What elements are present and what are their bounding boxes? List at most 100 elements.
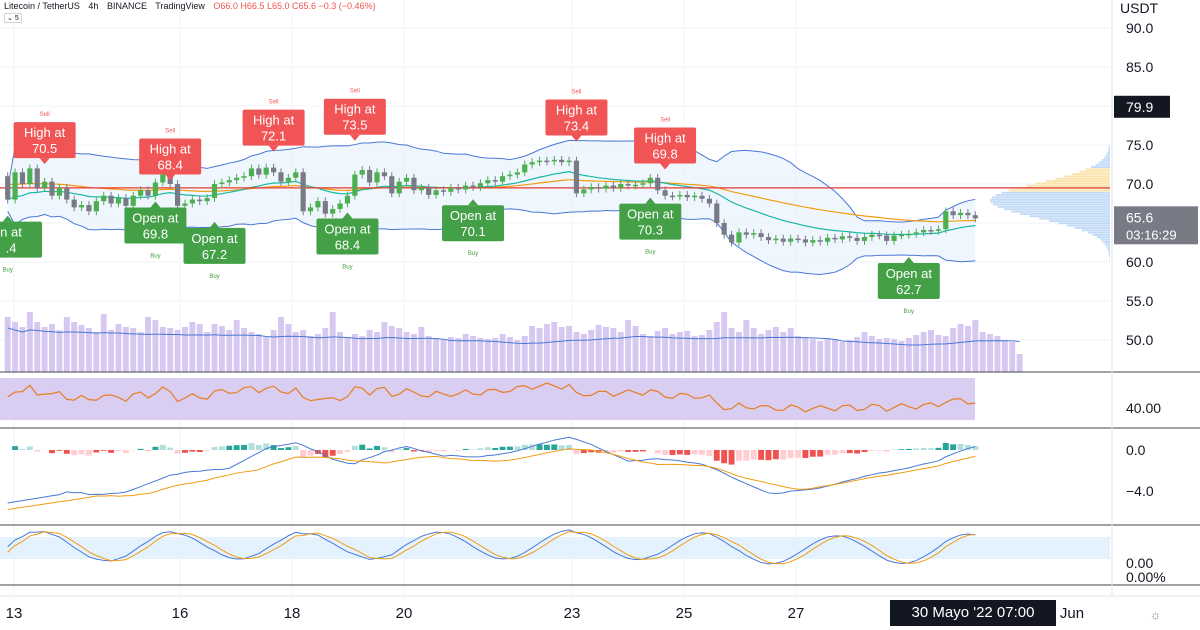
last-price-box xyxy=(1114,206,1198,245)
volume-bar xyxy=(233,320,240,372)
volume-bar xyxy=(263,337,270,372)
candle-body xyxy=(367,169,373,183)
sell-label-text: High at xyxy=(150,141,192,156)
ohlc-open: O66.0 xyxy=(213,1,238,11)
macd-histogram-bar xyxy=(964,444,971,450)
price-tick-label: 55.0 xyxy=(1126,293,1153,309)
macd-histogram-bar xyxy=(34,450,41,452)
macd-histogram-bar xyxy=(470,449,476,450)
ohlc-close: C65.6 xyxy=(291,1,317,11)
settings-icon[interactable]: ☼ xyxy=(1150,608,1161,622)
candle-body xyxy=(448,187,454,192)
volume-profile-bar xyxy=(1106,245,1110,248)
candle-body xyxy=(618,184,624,188)
volume-bar xyxy=(802,337,809,372)
volume-bar xyxy=(12,322,19,372)
buy-label-box xyxy=(183,227,246,264)
volume-bar xyxy=(905,338,912,372)
candle-body xyxy=(160,174,166,183)
volume-bar xyxy=(189,322,196,372)
symbol-name[interactable]: Litecoin / TetherUS xyxy=(4,1,80,11)
volume-bar xyxy=(543,324,550,372)
candle-body xyxy=(64,187,70,200)
macd-histogram-bar xyxy=(71,450,78,456)
volume-profile-bar xyxy=(1058,222,1110,225)
candle-body xyxy=(27,168,33,184)
macd-histogram-bar xyxy=(189,450,196,452)
date-tick-label: 27 xyxy=(788,605,805,622)
interval-label[interactable]: 4h xyxy=(88,1,99,11)
ema-teal-line xyxy=(7,171,976,236)
volume-bar xyxy=(63,317,70,372)
volume-bar xyxy=(381,322,388,372)
volume-bar xyxy=(211,324,218,372)
volume-ma-line xyxy=(7,327,1020,346)
candle-body xyxy=(780,238,786,242)
volume-bar xyxy=(839,342,846,372)
macd-histogram-bar xyxy=(366,448,373,450)
buy-label-text: .4 xyxy=(6,241,17,256)
candle-body xyxy=(854,237,860,241)
candle-body xyxy=(300,172,306,212)
volume-bar xyxy=(300,330,307,372)
volume-bar xyxy=(359,336,366,372)
macd-histogram-bar xyxy=(942,443,949,450)
macd-histogram-bar xyxy=(196,450,203,453)
macd-histogram-bar xyxy=(735,450,742,461)
macd-histogram-bar xyxy=(706,450,713,456)
candle-body xyxy=(957,212,964,216)
macd-histogram-bar xyxy=(625,450,632,452)
volume-bar xyxy=(248,332,255,372)
volume-bar xyxy=(824,338,831,372)
volume-profile-bar xyxy=(1109,254,1110,257)
candle-body xyxy=(773,238,779,241)
sell-label-text: 69.8 xyxy=(652,147,677,162)
macd-histogram-bar xyxy=(374,445,380,450)
price-tick-label: 90.0 xyxy=(1126,20,1153,36)
candle-body xyxy=(596,187,602,189)
volume-bar xyxy=(122,327,129,372)
volume-profile xyxy=(990,145,1110,264)
macd-histogram-bar xyxy=(263,443,270,450)
volume-profile-bar xyxy=(1079,170,1110,173)
macd-histogram-bar xyxy=(174,450,181,454)
change-value: −0.3 (−0.46%) xyxy=(318,1,376,11)
volume-profile-bar xyxy=(1100,238,1110,241)
candle-body xyxy=(736,232,742,243)
candle-body xyxy=(145,190,151,196)
volume-bar xyxy=(218,326,225,372)
volume-bar xyxy=(750,328,757,372)
volume-bar xyxy=(196,324,203,372)
volume-bar xyxy=(507,337,513,372)
volume-bar xyxy=(204,332,211,372)
macd-histogram-bar xyxy=(632,450,639,452)
macd-histogram-bar xyxy=(743,450,750,461)
macd-histogram-bar xyxy=(307,450,314,456)
candle-body xyxy=(499,176,506,182)
candle-body xyxy=(477,183,484,188)
volume-bar xyxy=(868,336,875,372)
stoch-k-line xyxy=(7,529,976,565)
date-tick-label: 18 xyxy=(284,605,301,622)
candle-body xyxy=(138,190,144,196)
sell-label-box xyxy=(634,127,697,164)
candle-body xyxy=(71,199,77,208)
volume-bar xyxy=(854,337,861,372)
candle-body xyxy=(861,237,868,241)
volume-bar xyxy=(898,341,905,372)
volume-bar xyxy=(891,339,898,372)
volume-bar xyxy=(743,320,750,372)
macd-histogram-bar xyxy=(56,450,63,451)
macd-histogram-bar xyxy=(381,447,388,450)
candle-body xyxy=(921,230,927,233)
candle-body xyxy=(271,167,277,173)
volume-bar xyxy=(492,338,499,372)
candle-body xyxy=(108,195,114,204)
volume-bar xyxy=(115,324,122,372)
macd-histogram-bar xyxy=(573,450,580,455)
candle-body xyxy=(174,184,181,206)
indicators-toggle-button[interactable]: ⌄ 5 xyxy=(4,13,22,23)
candle-body xyxy=(78,205,85,208)
candle-body xyxy=(130,195,136,206)
